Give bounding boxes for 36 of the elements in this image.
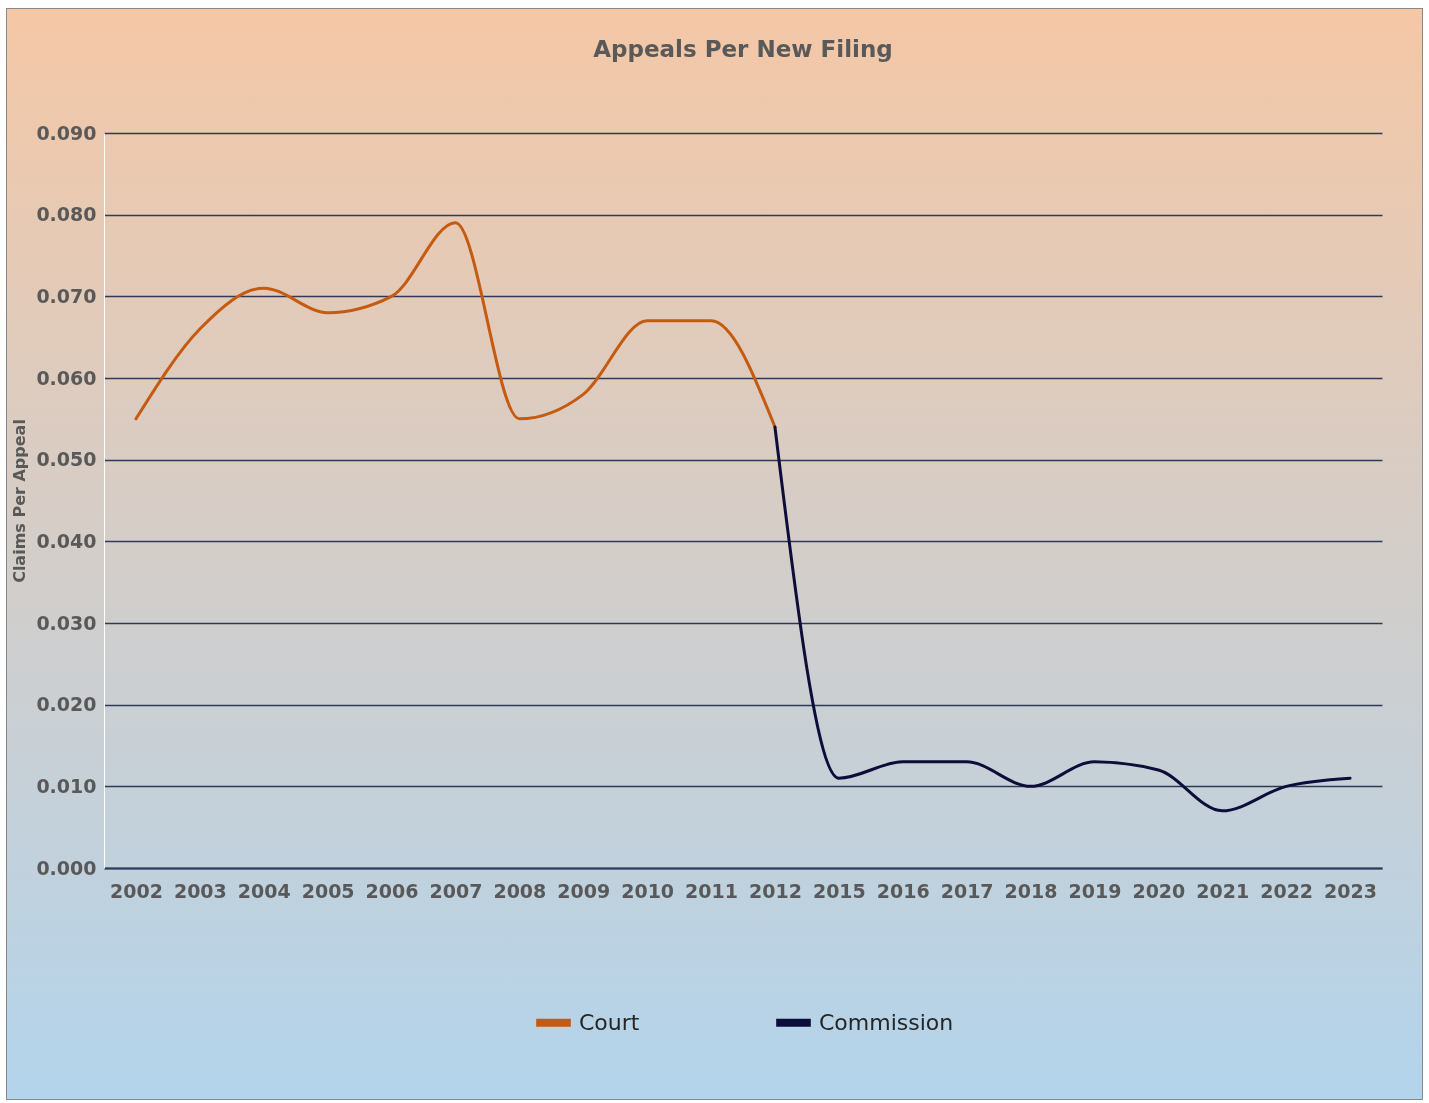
x-tick-label: 2022 [1260,879,1314,902]
chart-title: Appeals Per New Filing [593,36,893,62]
y-tick-label: 0.070 [36,284,97,307]
legend-label: Commission [819,1009,954,1035]
x-tick-label: 2011 [685,879,738,902]
y-tick-label: 0.080 [36,203,97,226]
x-tick-label: 2007 [429,879,483,902]
x-tick-label: 2019 [1068,879,1122,902]
x-tick-label: 2009 [557,879,611,902]
x-tick-label: 2023 [1324,879,1377,902]
x-tick-label: 2012 [749,879,802,902]
y-tick-label: 0.030 [36,611,97,634]
x-tick-label: 2021 [1196,879,1250,902]
x-tick-label: 2004 [237,879,291,902]
x-tick-label: 2002 [110,879,163,902]
x-tick-label: 2003 [173,879,227,902]
x-tick-label: 2005 [301,879,355,902]
legend-label: Court [579,1009,640,1035]
y-tick-label: 0.020 [36,693,97,716]
x-tick-label: 2010 [621,879,675,902]
y-axis-title: Claims Per Appeal [10,419,30,583]
y-tick-label: 0.060 [36,366,97,389]
y-tick-label: 0.050 [36,448,97,471]
y-tick-label: 0.090 [36,121,97,144]
x-tick-label: 2016 [876,879,930,902]
x-tick-label: 2018 [1004,879,1058,902]
x-tick-label: 2017 [940,879,994,902]
y-tick-label: 0.040 [36,529,97,552]
line-series [773,425,1352,813]
x-tick-label: 2008 [493,879,547,902]
x-tick-label: 2006 [365,879,419,902]
y-tick-label: 0.000 [36,856,97,879]
x-tick-label: 2020 [1132,879,1186,902]
y-tick-label: 0.010 [36,774,97,797]
x-tick-label: 2015 [812,879,866,902]
line-series [134,221,777,429]
